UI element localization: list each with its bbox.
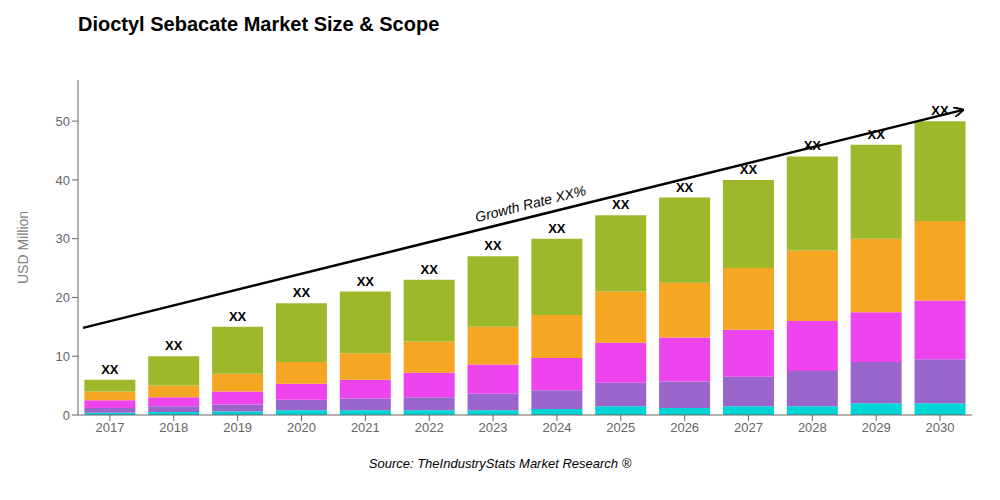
svg-text:20: 20 (56, 290, 70, 305)
svg-text:30: 30 (56, 231, 70, 246)
svg-text:XX: XX (612, 197, 630, 212)
svg-text:XX: XX (676, 180, 694, 195)
svg-text:2025: 2025 (606, 420, 635, 435)
svg-text:2030: 2030 (926, 420, 955, 435)
svg-text:2024: 2024 (542, 420, 571, 435)
svg-text:XX: XX (357, 274, 375, 289)
svg-text:XX: XX (229, 309, 247, 324)
svg-text:XX: XX (101, 362, 119, 377)
svg-text:XX: XX (740, 162, 758, 177)
svg-text:2023: 2023 (479, 420, 508, 435)
html-text:Source: TheIndustryStats Marke: Source: TheIndustryStats Market Research… (368, 456, 632, 471)
svg-text:2029: 2029 (862, 420, 891, 435)
svg-text:XX: XX (165, 338, 183, 353)
svg-text:XX: XX (931, 103, 949, 118)
svg-text:XX: XX (804, 138, 822, 153)
svg-text:2020: 2020 (287, 420, 316, 435)
svg-text:XX: XX (293, 285, 311, 300)
svg-text:50: 50 (56, 114, 70, 129)
svg-text:USD Million: USD Million (15, 211, 31, 284)
html-text:Dioctyl Sebacate Market Size &: Dioctyl Sebacate Market Size & Scope (78, 13, 440, 35)
svg-text:XX: XX (867, 127, 885, 142)
svg-text:2017: 2017 (95, 420, 124, 435)
svg-text:2028: 2028 (798, 420, 827, 435)
svg-text:Growth Rate XX%: Growth Rate XX% (474, 182, 588, 225)
svg-text:XX: XX (420, 262, 438, 277)
svg-text:XX: XX (484, 238, 502, 253)
svg-text:2027: 2027 (734, 420, 763, 435)
svg-text:40: 40 (56, 173, 70, 188)
svg-text:2021: 2021 (351, 420, 380, 435)
svg-text:2019: 2019 (223, 420, 252, 435)
svg-text:2026: 2026 (670, 420, 699, 435)
svg-text:2022: 2022 (415, 420, 444, 435)
svg-text:XX: XX (548, 221, 566, 236)
svg-text:10: 10 (56, 349, 70, 364)
svg-text:0: 0 (63, 408, 70, 423)
svg-text:2018: 2018 (159, 420, 188, 435)
